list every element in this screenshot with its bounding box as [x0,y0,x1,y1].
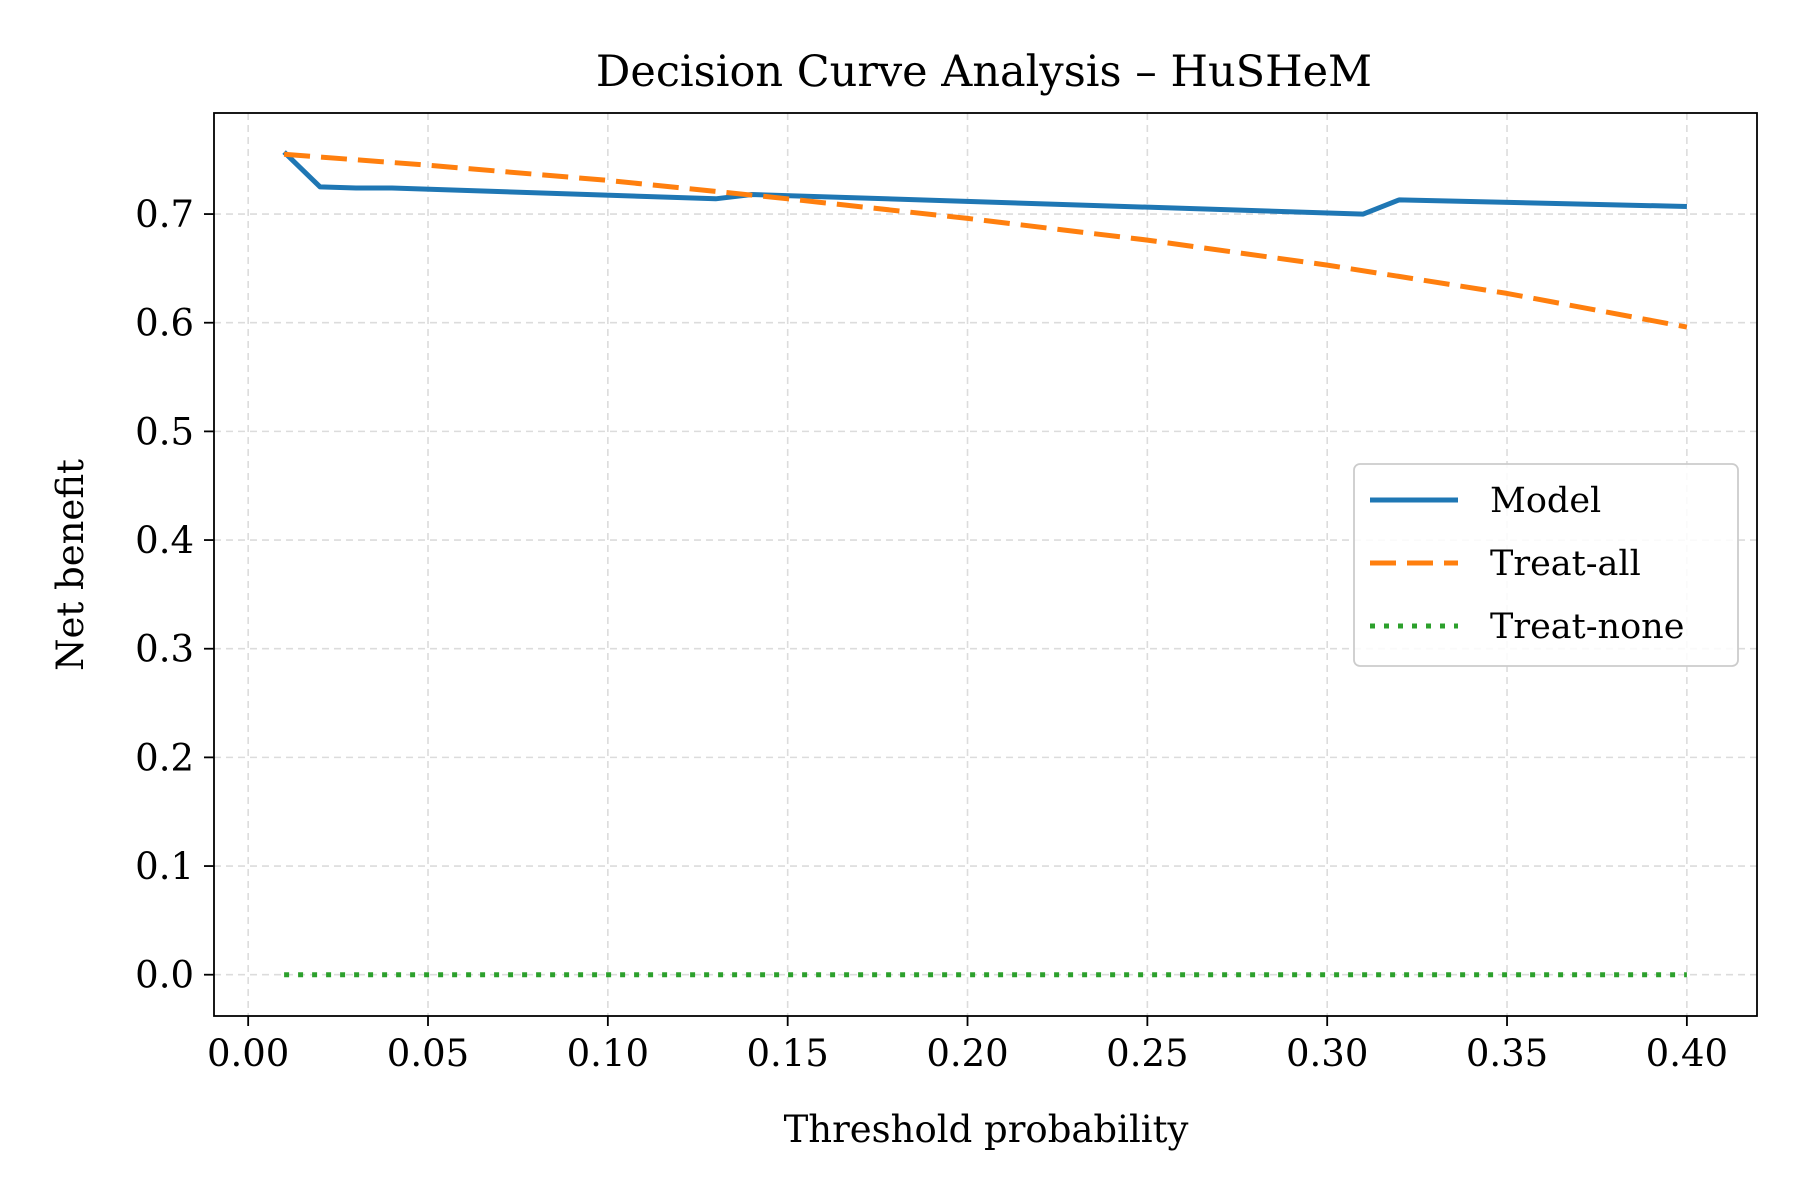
x-tick-label: 0.20 [926,1032,1008,1075]
y-tick-label: 0.2 [135,736,194,779]
y-tick-label: 0.1 [135,845,194,888]
y-tick-label: 0.6 [135,302,194,345]
y-tick-label: 0.7 [135,193,194,236]
legend-label: Treat-none [1490,607,1684,647]
x-tick-label: 0.30 [1286,1032,1368,1075]
x-axis-label: Threshold probability [784,1108,1189,1151]
y-tick-label: 0.4 [135,519,194,562]
chart-title: Decision Curve Analysis – HuSHeM [596,47,1372,97]
x-tick-label: 0.25 [1106,1032,1188,1075]
plot-frame [213,112,1758,1017]
legend-frame [1353,463,1739,667]
y-tick-label: 0.0 [135,954,194,997]
series-lines [282,150,1688,978]
legend-label: Treat-all [1490,544,1641,584]
legend-label: Model [1490,481,1601,521]
y-tick-label: 0.5 [135,410,194,453]
x-tick-label: 0.15 [746,1032,828,1075]
x-tick-label: 0.40 [1646,1032,1728,1075]
x-tick-label: 0.00 [207,1032,289,1075]
x-tick-label: 0.10 [567,1032,649,1075]
x-tick-label: 0.35 [1466,1032,1548,1075]
x-tick-label: 0.05 [387,1032,469,1075]
series-line-model [282,150,1687,217]
y-tick-label: 0.3 [135,628,194,671]
y-axis-label: Net benefit [49,459,92,671]
series-line-treat-all [283,151,1688,330]
legend: Model Treat-all Treat-none [1353,463,1739,667]
axis-ticks: 0.00 0.05 0.10 0.15 0.20 0.25 0.30 0.35 0.40 0.0 0… [135,193,1728,1075]
